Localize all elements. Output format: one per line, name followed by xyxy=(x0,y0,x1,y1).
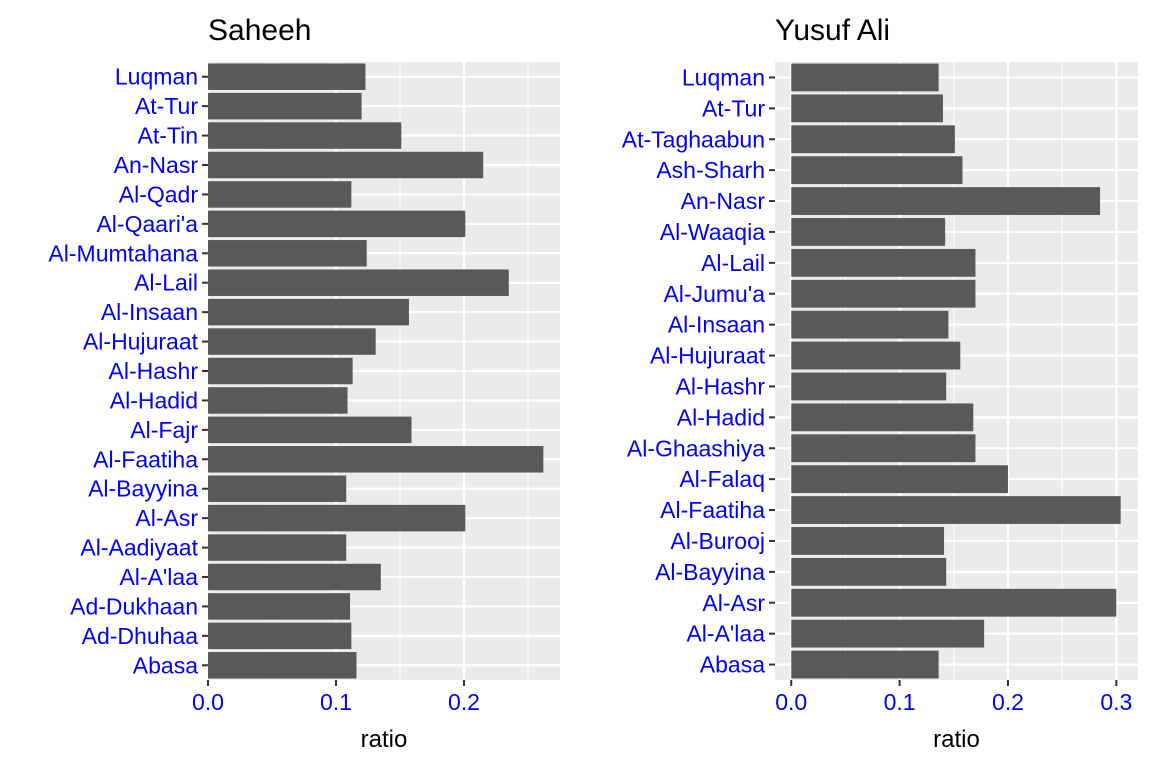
bar-al-hadid xyxy=(791,403,974,432)
category-label: Al-Bayyina xyxy=(88,476,198,502)
category-label: Abasa xyxy=(133,652,198,678)
bar-luqman xyxy=(791,63,939,92)
bar-ash-sharh xyxy=(791,156,963,185)
bar-al-asr xyxy=(791,588,1117,617)
bar-al-hujuraat xyxy=(791,341,961,370)
bar-al-bayyina xyxy=(208,475,347,502)
category-label: Al-Insaan xyxy=(668,312,765,338)
category-label: Al-Jumu'a xyxy=(663,281,765,307)
bar-abasa xyxy=(208,652,357,679)
bar-al-a-laa xyxy=(208,563,381,591)
category-label: Luqman xyxy=(115,64,198,90)
category-label: Al-Burooj xyxy=(670,528,765,554)
category-label: Al-Hujuraat xyxy=(650,343,766,369)
category-label: At-Tur xyxy=(135,93,198,119)
bar-al-lail xyxy=(791,248,976,277)
x-tick-label: 0.1 xyxy=(884,689,916,715)
category-label: An-Nasr xyxy=(681,188,766,214)
bar-al-hashr xyxy=(791,372,947,401)
category-label: Al-Hashr xyxy=(676,373,766,399)
category-label: Al-Hujuraat xyxy=(83,329,199,355)
bar-al-lail xyxy=(208,269,509,296)
category-label: Al-Hadid xyxy=(110,387,198,413)
bar-an-nasr xyxy=(208,151,484,179)
bar-luqman xyxy=(208,63,366,90)
category-label: Al-Qadr xyxy=(119,181,199,207)
bar-al-bayyina xyxy=(791,557,947,586)
bar-al-burooj xyxy=(791,527,945,555)
category-label: Al-Qaari'a xyxy=(96,211,198,237)
bar-at-tur xyxy=(208,92,362,120)
bar-al-aadiyaat xyxy=(208,534,347,561)
category-label: Al-Faatiha xyxy=(660,497,765,523)
x-axis-title: ratio xyxy=(361,726,408,753)
bar-al-waaqia xyxy=(791,218,946,246)
category-label: Al-Insaan xyxy=(101,299,198,325)
category-label: Al-A'laa xyxy=(119,564,198,590)
bar-al-hashr xyxy=(208,357,353,385)
bar-al-a-laa xyxy=(791,619,985,648)
category-label: Al-Hadid xyxy=(677,404,765,430)
x-tick-label: 0.2 xyxy=(448,689,480,715)
bar-al-falaq xyxy=(791,465,1008,494)
category-label: Al-Bayyina xyxy=(655,559,765,585)
category-label: At-Tur xyxy=(702,95,765,121)
bar-al-hujuraat xyxy=(208,328,376,355)
bar-al-ghaashiya xyxy=(791,434,976,463)
bar-al-insaan xyxy=(791,310,949,339)
bar-al-faatiha xyxy=(791,496,1121,524)
panel-title: Yusuf Ali xyxy=(775,14,890,47)
category-label: Abasa xyxy=(700,652,765,678)
bar-ad-dukhaan xyxy=(208,593,351,620)
bar-ad-dhuhaa xyxy=(208,622,352,650)
category-label: At-Taghaabun xyxy=(622,126,765,152)
panel-title: Saheeh xyxy=(208,14,311,47)
category-label: Al-Lail xyxy=(701,250,765,276)
category-label: Al-Ghaashiya xyxy=(627,435,765,461)
category-label: At-Tin xyxy=(138,123,199,149)
category-label: Al-Asr xyxy=(702,590,765,616)
panel-background xyxy=(775,62,1138,680)
category-label: Luqman xyxy=(682,64,765,90)
x-tick-label: 0.2 xyxy=(992,689,1024,715)
category-label: Al-Faatiha xyxy=(93,446,198,472)
category-label: Al-Aadiyaat xyxy=(80,535,198,561)
category-label: Ad-Dukhaan xyxy=(70,593,198,619)
category-label: Al-Hashr xyxy=(109,358,199,384)
bar-al-hadid xyxy=(208,387,348,414)
bar-an-nasr xyxy=(791,187,1101,215)
bar-abasa xyxy=(791,650,939,679)
bar-al-jumu-a xyxy=(791,279,976,308)
yusuf-ali-panel: Luqman At-Tur At-Taghaabun Ash-Sharh An-Nasr… xyxy=(622,14,1138,753)
category-label: Al-Mumtahana xyxy=(48,240,198,266)
category-label: Al-Waaqia xyxy=(660,219,765,245)
x-tick-label: 0.1 xyxy=(320,689,352,715)
bar-al-asr xyxy=(208,504,466,532)
bar-at-taghaabun xyxy=(791,125,955,154)
bar-al-insaan xyxy=(208,298,409,326)
category-label: An-Nasr xyxy=(114,152,199,178)
x-tick-label: 0.3 xyxy=(1100,689,1132,715)
saheeh-panel: Luqman At-Tur At-Tin An-Nasr Al-Qadr Al-Qaari… xyxy=(48,14,560,753)
bar-at-tur xyxy=(791,94,943,123)
category-label: Ash-Sharh xyxy=(656,157,765,183)
category-label: Al-Asr xyxy=(135,505,198,531)
x-tick-label: 0.0 xyxy=(775,689,807,715)
category-label: Al-Fajr xyxy=(130,417,198,443)
bar-al-fajr xyxy=(208,416,412,444)
category-label: Ad-Dhuhaa xyxy=(82,623,199,649)
bar-al-mumtahana xyxy=(208,240,367,267)
category-label: Al-A'laa xyxy=(686,621,765,647)
bar-al-qadr xyxy=(208,181,352,208)
bar-al-faatiha xyxy=(208,446,544,473)
x-axis-title: ratio xyxy=(933,726,980,753)
x-tick-label: 0.0 xyxy=(192,689,224,715)
category-label: Al-Lail xyxy=(134,270,198,296)
category-label: Al-Falaq xyxy=(679,466,765,492)
bar-al-qaari-a xyxy=(208,210,466,238)
bar-at-tin xyxy=(208,122,402,149)
